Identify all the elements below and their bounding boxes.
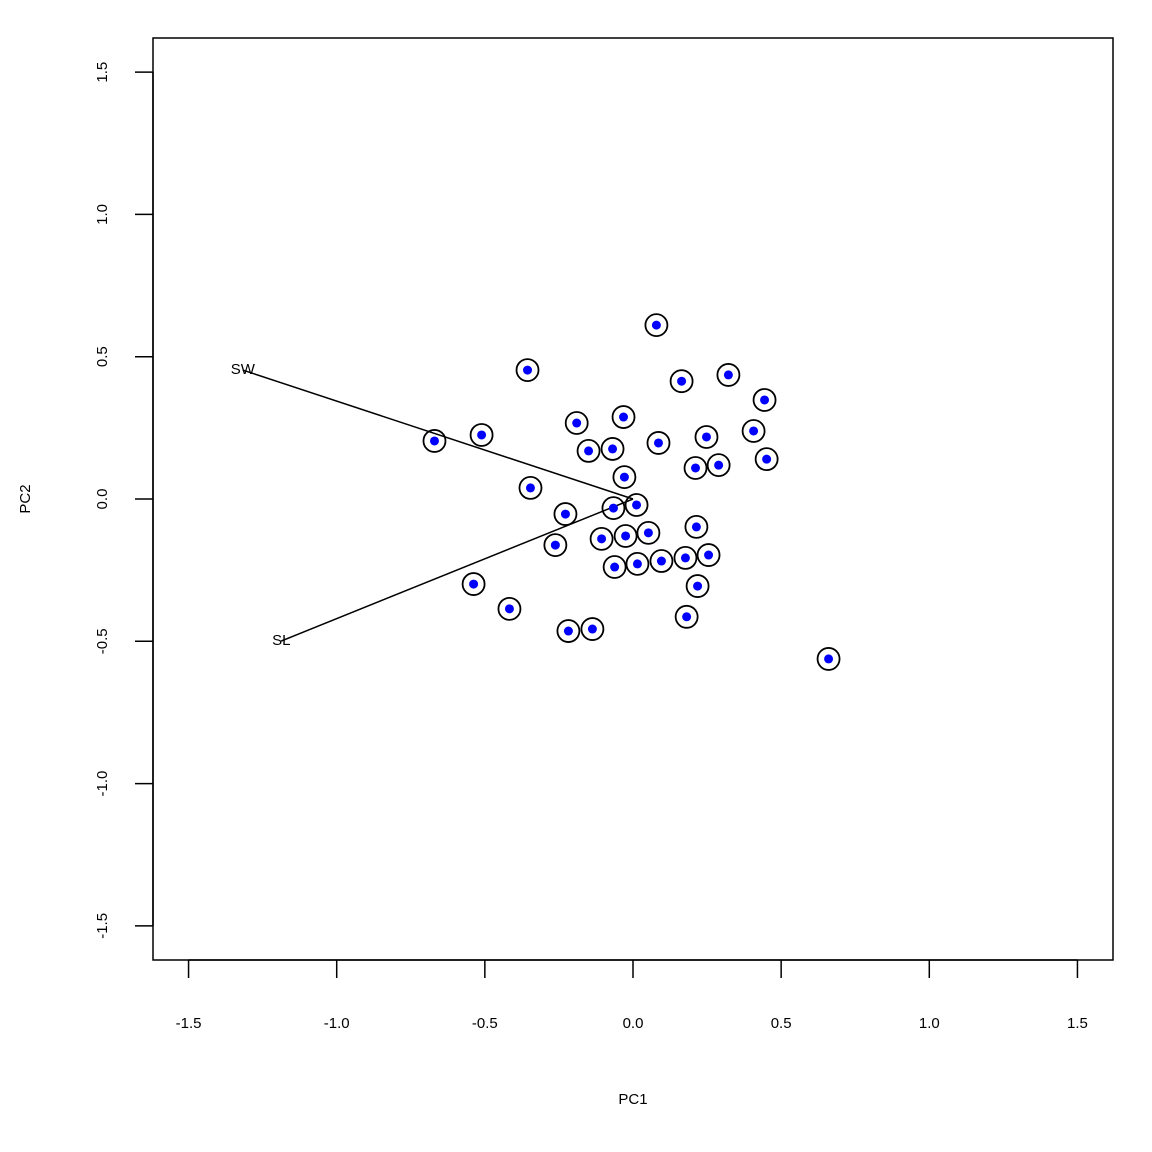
point [550, 540, 560, 550]
point-ring [553, 502, 578, 526]
point-ring [752, 388, 777, 412]
point [682, 612, 692, 622]
x-tick-label: -1.0 [324, 1015, 350, 1032]
point-ring [422, 429, 447, 453]
point-ring [469, 423, 494, 447]
point-ring [673, 546, 698, 570]
point [824, 654, 834, 664]
point-ring [696, 543, 721, 567]
point-ring [674, 604, 699, 629]
point [762, 454, 772, 464]
point-ring [611, 405, 636, 429]
point-ring [716, 363, 741, 387]
y-tick-label: 0.5 [94, 346, 111, 367]
point [723, 370, 733, 380]
loading-label: SL [272, 632, 290, 649]
point-ring [461, 572, 486, 596]
point-ring [694, 425, 719, 449]
point-ring [580, 617, 605, 641]
point-ring [646, 431, 671, 455]
point [587, 624, 597, 634]
x-tick-label: 0.0 [623, 1015, 644, 1032]
point-ring [564, 411, 589, 435]
point [643, 528, 653, 538]
point-ring [576, 439, 601, 463]
point-ring [706, 453, 731, 478]
point-ring [649, 549, 674, 573]
point [704, 550, 714, 560]
point-ring [644, 313, 669, 338]
x-tick-label: -0.5 [472, 1015, 498, 1032]
loading-arrow [242, 369, 634, 500]
point-ring [515, 358, 540, 382]
point-ring [683, 456, 708, 480]
point [760, 395, 770, 405]
point [691, 522, 701, 532]
point [619, 412, 629, 422]
point [677, 376, 687, 386]
point-ring [600, 437, 625, 461]
y-axis-label: PC2 [17, 484, 34, 513]
point [608, 444, 618, 454]
point [525, 483, 535, 493]
point [477, 430, 487, 440]
point [714, 460, 724, 470]
point [621, 531, 631, 541]
point [572, 418, 582, 428]
point-ring [636, 520, 661, 545]
y-tick-label: -1.5 [94, 913, 111, 939]
point-ring [816, 647, 841, 671]
point [632, 559, 642, 569]
point [701, 432, 711, 442]
y-tick-label: 1.5 [94, 62, 111, 83]
point [619, 472, 629, 482]
point [608, 503, 618, 513]
point [680, 553, 690, 563]
point [693, 581, 703, 591]
loading-arrow [281, 498, 634, 642]
point [653, 438, 663, 448]
y-tick-label: -1.0 [94, 771, 111, 797]
point-ring [624, 493, 649, 517]
point-ring [685, 574, 710, 598]
y-tick-label: 1.0 [94, 204, 111, 225]
point [632, 500, 642, 510]
point-ring [556, 619, 581, 643]
point-ring [741, 419, 766, 443]
x-tick-label: 1.5 [1067, 1015, 1088, 1032]
point-ring [754, 447, 779, 472]
point-ring [669, 369, 694, 394]
point-ring [518, 476, 543, 500]
point [597, 534, 607, 544]
point [651, 320, 661, 330]
point-ring [612, 465, 637, 489]
point [560, 509, 570, 519]
x-tick-label: 1.0 [919, 1015, 940, 1032]
point [610, 562, 620, 572]
point-ring [497, 596, 522, 621]
point-ring [602, 555, 627, 579]
point-ring [543, 533, 568, 557]
point-ring [684, 514, 709, 539]
point [523, 365, 533, 375]
y-tick-label: -0.5 [94, 628, 111, 654]
point [656, 556, 666, 566]
point-ring [613, 524, 638, 548]
point [469, 579, 479, 589]
point [691, 463, 701, 473]
point [584, 446, 594, 456]
point-ring [589, 526, 614, 551]
point-ring [625, 551, 650, 576]
point [563, 626, 573, 636]
point-ring [601, 496, 626, 521]
point [429, 436, 439, 446]
x-tick-label: -1.5 [176, 1015, 202, 1032]
point [504, 604, 514, 614]
loading-label: SW [231, 361, 256, 378]
y-tick-label: 0.0 [94, 489, 111, 510]
x-tick-label: 0.5 [771, 1015, 792, 1032]
point [749, 426, 759, 436]
x-axis-label: PC1 [618, 1091, 647, 1108]
